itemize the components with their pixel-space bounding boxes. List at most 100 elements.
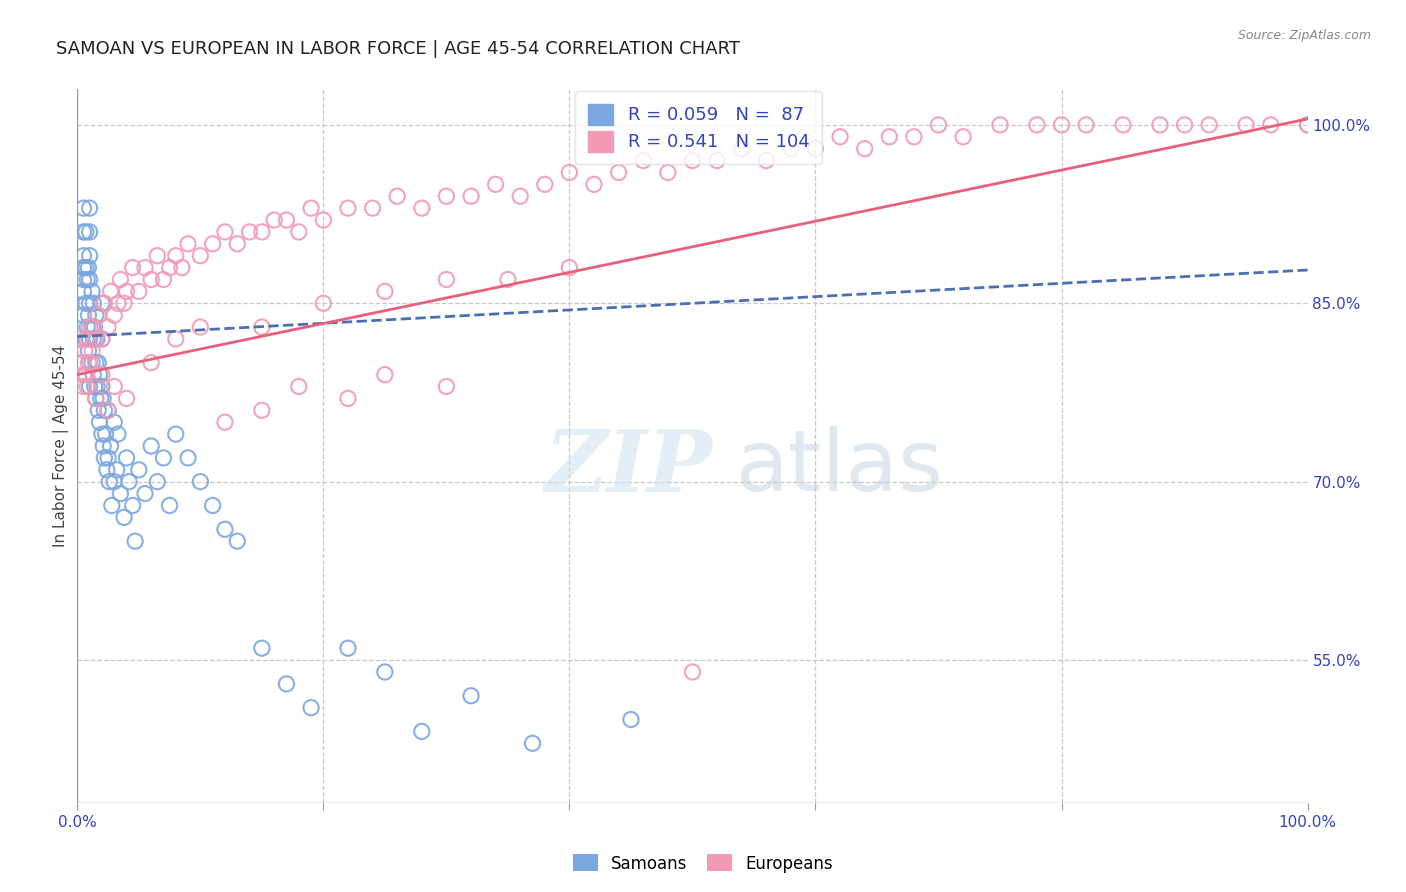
Point xyxy=(159,499,181,513)
Point xyxy=(77,308,100,322)
Point xyxy=(485,178,508,192)
Point xyxy=(337,392,360,406)
Point xyxy=(152,450,174,465)
Point xyxy=(82,285,104,299)
Point xyxy=(1260,118,1282,132)
Point xyxy=(250,641,273,656)
Point xyxy=(72,225,94,239)
Point xyxy=(276,677,298,691)
Point xyxy=(105,463,128,477)
Point xyxy=(1234,118,1257,132)
Point xyxy=(72,308,94,322)
Point xyxy=(928,118,950,132)
Point xyxy=(98,475,121,489)
Text: SAMOAN VS EUROPEAN IN LABOR FORCE | AGE 45-54 CORRELATION CHART: SAMOAN VS EUROPEAN IN LABOR FORCE | AGE … xyxy=(56,40,740,58)
Point xyxy=(226,534,249,549)
Point xyxy=(141,356,163,370)
Point xyxy=(82,320,104,334)
Point xyxy=(657,165,679,179)
Point xyxy=(79,249,101,263)
Point xyxy=(84,356,107,370)
Point xyxy=(90,368,114,382)
Point xyxy=(128,285,150,299)
Point xyxy=(299,201,322,215)
Point xyxy=(558,260,581,275)
Point xyxy=(97,450,120,465)
Point xyxy=(82,320,104,334)
Point xyxy=(76,379,98,393)
Point xyxy=(177,236,200,251)
Point xyxy=(190,475,212,489)
Point xyxy=(84,332,107,346)
Point xyxy=(87,403,110,417)
Point xyxy=(190,249,212,263)
Point xyxy=(82,368,104,382)
Point xyxy=(93,450,115,465)
Point xyxy=(288,225,311,239)
Point xyxy=(90,332,114,346)
Point xyxy=(879,129,901,144)
Point xyxy=(337,201,360,215)
Point xyxy=(70,356,93,370)
Point xyxy=(1198,118,1220,132)
Point xyxy=(706,153,728,168)
Point xyxy=(86,379,108,393)
Point xyxy=(84,308,107,322)
Point xyxy=(165,332,187,346)
Point xyxy=(780,142,803,156)
Point xyxy=(72,379,94,393)
Point xyxy=(90,296,114,310)
Point xyxy=(250,320,273,334)
Point xyxy=(288,379,311,393)
Point xyxy=(97,403,120,417)
Point xyxy=(72,249,94,263)
Point xyxy=(107,296,129,310)
Point xyxy=(170,260,193,275)
Text: atlas: atlas xyxy=(735,425,943,509)
Point xyxy=(93,296,115,310)
Point xyxy=(76,272,98,286)
Point xyxy=(115,392,138,406)
Y-axis label: In Labor Force | Age 45-54: In Labor Force | Age 45-54 xyxy=(53,345,69,547)
Point xyxy=(72,201,94,215)
Point xyxy=(97,320,120,334)
Point xyxy=(79,356,101,370)
Point xyxy=(103,308,125,322)
Point xyxy=(607,165,630,179)
Point xyxy=(374,285,396,299)
Point xyxy=(682,665,704,679)
Point xyxy=(633,153,655,168)
Legend: R = 0.059   N =  87, R = 0.541   N = 104: R = 0.059 N = 87, R = 0.541 N = 104 xyxy=(575,91,823,164)
Point xyxy=(124,534,146,549)
Point xyxy=(91,439,114,453)
Point xyxy=(134,260,156,275)
Point xyxy=(118,475,141,489)
Point xyxy=(146,249,169,263)
Point xyxy=(115,450,138,465)
Point xyxy=(830,129,852,144)
Point xyxy=(70,332,93,346)
Point xyxy=(82,296,104,310)
Point xyxy=(86,332,108,346)
Point xyxy=(460,189,482,203)
Point xyxy=(534,178,557,192)
Point xyxy=(77,343,100,358)
Point xyxy=(75,296,97,310)
Point xyxy=(121,499,143,513)
Point xyxy=(411,201,433,215)
Point xyxy=(72,272,94,286)
Point xyxy=(76,332,98,346)
Point xyxy=(82,356,104,370)
Point xyxy=(165,427,187,442)
Point xyxy=(903,129,925,144)
Point xyxy=(250,225,273,239)
Point xyxy=(103,475,125,489)
Point xyxy=(84,392,107,406)
Point xyxy=(214,522,236,536)
Point xyxy=(75,225,97,239)
Point xyxy=(90,332,114,346)
Point xyxy=(128,463,150,477)
Point xyxy=(1174,118,1197,132)
Point xyxy=(239,225,262,239)
Point xyxy=(79,332,101,346)
